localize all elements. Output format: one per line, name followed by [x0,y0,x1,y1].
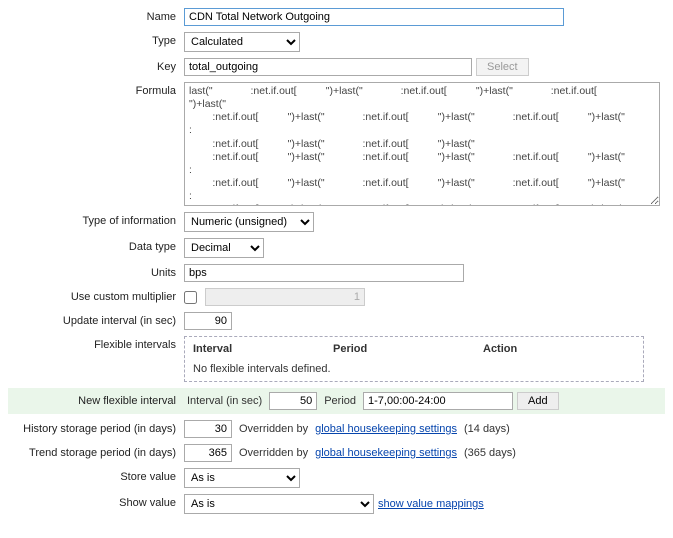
multiplier-checkbox[interactable] [184,291,197,304]
flex-header-interval: Interval [193,343,333,355]
label-flex-intervals: Flexible intervals [8,336,184,351]
new-flex-interval-input[interactable] [269,392,317,410]
data-type-select[interactable]: Decimal [184,238,264,258]
history-override-link[interactable]: global housekeeping settings [315,423,457,435]
new-flex-interval-label: Interval (in sec) [184,395,265,407]
show-value-select[interactable]: As is [184,494,374,514]
history-override-prefix: Overridden by [236,423,311,435]
multiplier-value-disabled: 1 [205,288,365,306]
add-button[interactable]: Add [517,392,559,410]
label-show-value: Show value [8,494,184,509]
flex-intervals-empty: No flexible intervals defined. [193,363,635,375]
label-type: Type [8,32,184,47]
label-formula: Formula [8,82,184,97]
label-update-interval: Update interval (in sec) [8,312,184,327]
select-button: Select [476,58,529,76]
label-key: Key [8,58,184,73]
label-data-type: Data type [8,238,184,253]
label-trend: Trend storage period (in days) [8,444,184,459]
label-units: Units [8,264,184,279]
type-of-info-select[interactable]: Numeric (unsigned) [184,212,314,232]
show-value-mappings-link[interactable]: show value mappings [378,498,484,510]
flex-header-period: Period [333,343,483,355]
store-value-select[interactable]: As is [184,468,300,488]
label-name: Name [8,8,184,23]
new-flex-period-label: Period [321,395,359,407]
trend-input[interactable] [184,444,232,462]
trend-override-prefix: Overridden by [236,447,311,459]
trend-override-suffix: (365 days) [461,447,519,459]
formula-textarea[interactable]: last(" :net.if.out[ ")+last(" :net.if.ou… [184,82,660,206]
label-history: History storage period (in days) [8,420,184,435]
history-input[interactable] [184,420,232,438]
key-input[interactable] [184,58,472,76]
label-store-value: Store value [8,468,184,483]
units-input[interactable] [184,264,464,282]
label-multiplier: Use custom multiplier [8,288,184,303]
history-override-suffix: (14 days) [461,423,513,435]
label-type-of-info: Type of information [8,212,184,227]
flex-intervals-box: Interval Period Action No flexible inter… [184,336,644,382]
flex-header-action: Action [483,343,635,355]
name-input[interactable] [184,8,564,26]
trend-override-link[interactable]: global housekeeping settings [315,447,457,459]
label-new-flex: New flexible interval [8,392,184,407]
update-interval-input[interactable] [184,312,232,330]
type-select[interactable]: Calculated [184,32,300,52]
new-flex-period-input[interactable] [363,392,513,410]
